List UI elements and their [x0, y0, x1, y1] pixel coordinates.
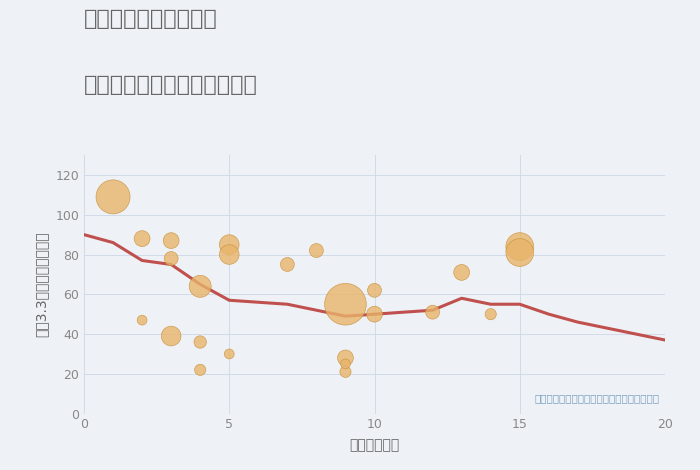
- Point: [136, 316, 148, 324]
- Point: [514, 249, 525, 256]
- Y-axis label: 坪（3.3㎡）単価（万円）: 坪（3.3㎡）単価（万円）: [34, 232, 48, 337]
- Point: [224, 350, 235, 358]
- Point: [195, 338, 206, 346]
- Point: [485, 310, 496, 318]
- Point: [340, 300, 351, 308]
- Point: [224, 251, 235, 258]
- Text: 駅距離別中古マンション価格: 駅距離別中古マンション価格: [84, 75, 258, 95]
- Text: 奈良県橿原市山本町の: 奈良県橿原市山本町の: [84, 9, 218, 30]
- Point: [369, 310, 380, 318]
- Point: [165, 332, 176, 340]
- Point: [340, 360, 351, 368]
- Point: [514, 243, 525, 251]
- Point: [456, 269, 468, 276]
- Point: [195, 282, 206, 290]
- Point: [281, 261, 293, 268]
- Point: [427, 308, 438, 316]
- Text: 円の大きさは、取引のあった物件面積を示す: 円の大きさは、取引のあった物件面積を示す: [534, 393, 659, 403]
- Point: [340, 354, 351, 362]
- Point: [108, 193, 119, 201]
- Point: [195, 366, 206, 374]
- X-axis label: 駅距離（分）: 駅距離（分）: [349, 439, 400, 453]
- Point: [165, 255, 176, 262]
- Point: [369, 287, 380, 294]
- Point: [311, 247, 322, 254]
- Point: [224, 241, 235, 248]
- Point: [136, 235, 148, 243]
- Point: [165, 237, 176, 244]
- Point: [340, 368, 351, 376]
